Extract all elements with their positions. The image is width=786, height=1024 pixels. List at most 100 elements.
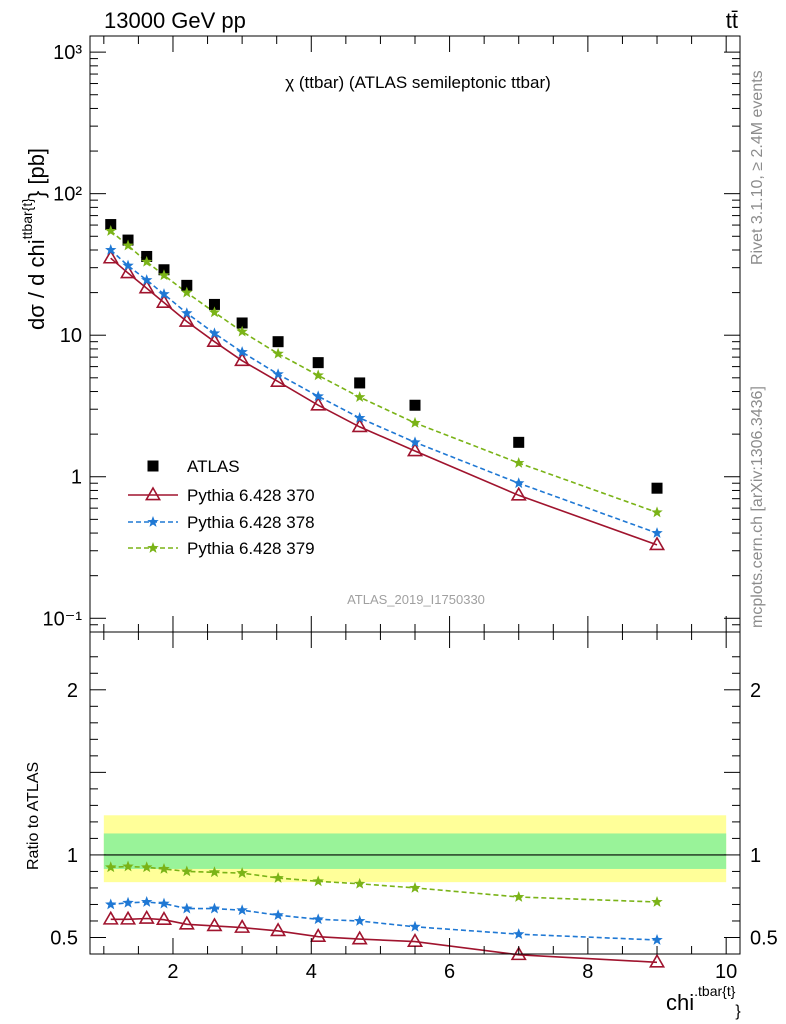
legend-marker-pythia-378	[147, 516, 159, 527]
main-axes: 10³ 10² 10 1 10⁻¹	[43, 36, 740, 633]
ratio-point-pythia-379	[236, 867, 248, 878]
ratio-ytick-label-right: 0.5	[750, 927, 778, 949]
ratio-point-pythia-370	[138, 909, 155, 924]
main-point-pythia-370	[206, 333, 223, 348]
main-point-atlas	[651, 482, 663, 494]
ratio-xtick-label: 2	[167, 961, 178, 983]
main-point-pythia-379	[181, 286, 193, 298]
main-point-pythia-370	[234, 352, 251, 367]
main-point-atlas	[312, 357, 324, 369]
main-point-pythia-379	[208, 306, 221, 318]
main-point-pythia-379	[651, 506, 663, 518]
ratio-point-pythia-370	[310, 928, 327, 943]
ratio-point-pythia-379	[141, 861, 153, 873]
ratio-ytick-label-right: 2	[750, 680, 761, 702]
ratio-point-pythia-379	[105, 861, 117, 873]
legend-marker-pythia-370	[144, 486, 162, 501]
main-point-pythia-379	[141, 255, 153, 267]
legend-label-pythia-370: Pythia 6.428 370	[187, 486, 315, 505]
main-point-pythia-378	[312, 390, 324, 402]
main-ytick-label: 10	[60, 325, 82, 347]
ratio-point-pythia-378	[181, 902, 193, 914]
mcplots-reference-label: mcplots.cern.ch [arXiv:1306.3436]	[749, 386, 766, 628]
header-energy-label: 13000 GeV pp	[104, 8, 246, 33]
ratio-xtick-label: 8	[582, 961, 593, 983]
ratio-point-pythia-379	[312, 875, 324, 887]
main-point-pythia-378	[513, 477, 525, 489]
main-point-atlas	[354, 377, 366, 389]
main-ytick-label: 10⁻¹	[43, 608, 83, 630]
watermark: ATLAS_2019_I1750330	[347, 592, 485, 607]
main-point-pythia-370	[138, 279, 155, 294]
main-point-pythia-379	[312, 369, 324, 381]
ratio-point-pythia-378	[208, 902, 221, 914]
main-point-pythia-370	[351, 418, 368, 433]
main-ylabel: dσ / d chittbar{t}} [pb]	[19, 148, 49, 330]
main-ytick-label: 10³	[53, 42, 82, 64]
main-ytick-label: 1	[71, 467, 82, 489]
main-line-pythia-370	[110, 257, 658, 546]
legend-label-pythia-378: Pythia 6.428 378	[187, 513, 315, 532]
main-point-pythia-379	[105, 224, 117, 236]
main-ylabel-unit: } [pb]	[24, 148, 49, 198]
main-point-pythia-379	[409, 416, 421, 428]
ratio-point-pythia-378	[158, 897, 170, 909]
ratio-point-pythia-378	[272, 909, 284, 921]
main-point-atlas	[236, 317, 248, 329]
main-title: χ (ttbar) (ATLAS semileptonic ttbar)	[285, 73, 551, 92]
ratio-point-pythia-378	[651, 933, 663, 945]
ratio-xlabel-text: chi	[666, 990, 694, 1015]
main-point-pythia-379	[272, 347, 284, 359]
ratio-ylabel: Ratio to ATLAS	[25, 762, 42, 870]
ratio-point-pythia-379	[158, 862, 170, 874]
main-point-pythia-378	[272, 368, 284, 380]
main-plot-content	[102, 219, 666, 551]
legend-label-atlas: ATLAS	[187, 457, 240, 476]
ratio-line-pythia-378	[110, 901, 658, 941]
ratio-ytick-label-right: 1	[750, 845, 761, 867]
ratio-point-pythia-378	[105, 898, 117, 910]
main-point-pythia-378	[122, 259, 134, 271]
ratio-point-pythia-370	[206, 917, 223, 932]
ratio-point-pythia-379	[122, 860, 134, 872]
ratio-xlabel: chi.tbar{t}}	[666, 983, 741, 1020]
main-point-pythia-370	[155, 293, 173, 308]
ratio-plot-panel: 2 2 1 1 0.5 0.5 2 4 6 8 10	[50, 631, 778, 983]
header-process-label: tt̄	[726, 8, 738, 33]
main-point-pythia-378	[353, 412, 366, 423]
ratio-point-pythia-379	[181, 865, 193, 877]
legend-marker-atlas	[147, 460, 159, 472]
ratio-ytick-label-left: 1	[67, 845, 78, 867]
ratio-point-pythia-379	[651, 895, 663, 907]
main-point-pythia-378	[651, 527, 663, 538]
ratio-point-pythia-370	[406, 933, 424, 947]
ratio-xtick-label: 10	[715, 961, 737, 983]
ratio-point-pythia-370	[102, 910, 119, 925]
main-point-pythia-378	[409, 436, 421, 448]
main-point-pythia-379	[353, 391, 366, 403]
ratio-point-pythia-378	[122, 896, 134, 908]
main-point-pythia-370	[648, 536, 666, 551]
main-point-pythia-378	[141, 274, 153, 285]
ratio-plot-content	[102, 815, 727, 968]
ratio-xtick-label: 4	[306, 961, 317, 983]
main-plot-panel: 10³ 10² 10 1 10⁻¹ χ (ttbar) (ATLAS semilepto…	[43, 35, 741, 633]
main-point-atlas	[181, 279, 193, 291]
main-point-pythia-378	[208, 327, 221, 339]
main-point-atlas	[208, 298, 220, 310]
main-point-pythia-378	[105, 243, 117, 255]
ratio-point-pythia-370	[119, 910, 137, 925]
ratio-ytick-label-left: 2	[67, 680, 78, 702]
ratio-point-pythia-379	[272, 872, 284, 883]
main-point-pythia-370	[178, 312, 195, 327]
legend-marker-pythia-379	[147, 542, 159, 553]
ratio-band-inner	[103, 833, 727, 869]
main-point-pythia-378	[181, 307, 193, 319]
main-point-pythia-370	[510, 486, 527, 501]
ratio-point-pythia-378	[513, 928, 525, 940]
main-point-pythia-378	[236, 346, 248, 357]
main-point-pythia-378	[158, 288, 170, 300]
ratio-point-pythia-370	[648, 953, 666, 968]
ratio-line-pythia-370	[110, 917, 658, 964]
ratio-point-pythia-370	[351, 930, 368, 945]
